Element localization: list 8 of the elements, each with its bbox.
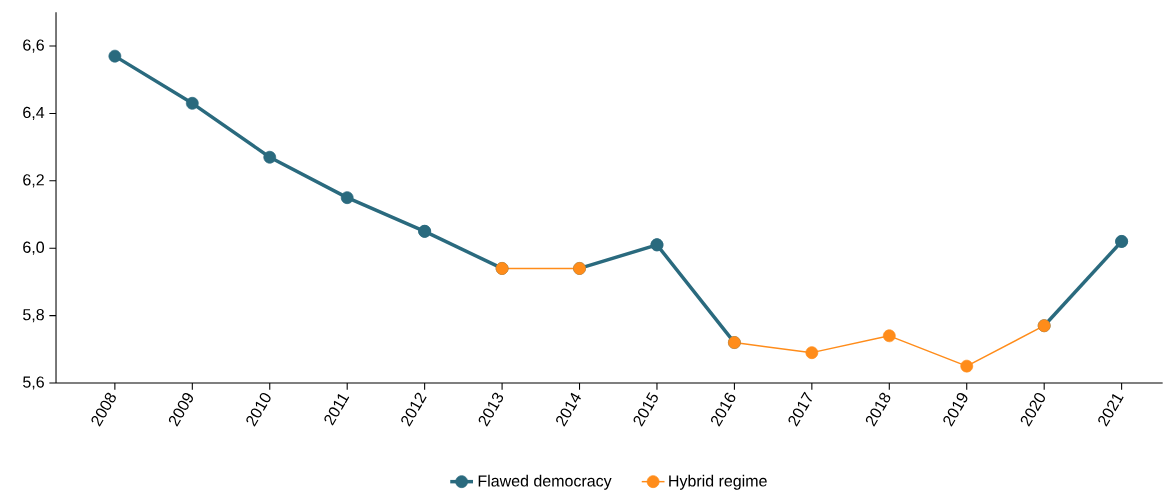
y-tick-label: 6,6 <box>23 39 44 53</box>
legend-label: Flawed democracy <box>478 474 612 490</box>
y-tick-label: 6,4 <box>23 106 45 121</box>
y-tick-label: 6,0 <box>23 241 45 255</box>
y-tick-label: 5,6 <box>23 376 44 390</box>
y-tick-label: 5,8 <box>23 308 44 323</box>
legend-label: Hybrid regime <box>669 474 767 490</box>
y-tick-label: 6,2 <box>23 174 44 188</box>
